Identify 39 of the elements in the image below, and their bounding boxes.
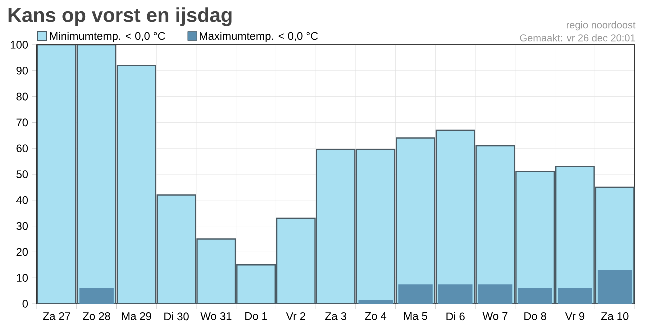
x-tick-label: Za 3 <box>325 312 347 320</box>
bar <box>558 288 592 304</box>
y-tick-label: 80 <box>16 92 28 101</box>
x-tick-label: Di 30 <box>164 312 189 321</box>
x-tick-label: Di 6 <box>446 312 465 321</box>
x-tick-label: Do 1 <box>246 312 268 320</box>
y-tick-label: 0 <box>22 300 28 308</box>
bar <box>398 284 433 304</box>
x-tick-label: Vr 9 <box>565 312 585 320</box>
bar <box>478 284 513 304</box>
y-tick-label: 10 <box>17 274 28 282</box>
y-tick-label: 50 <box>16 170 28 178</box>
chart-title: Kans op vorst en ijsdag <box>8 8 232 26</box>
text: Gemaakt: vr 26 dec 20:01 <box>520 34 636 42</box>
y-tick-label: 100 <box>10 41 28 49</box>
bar <box>438 284 473 304</box>
x-tick-label: Za 27 <box>43 312 70 320</box>
text: regio noordoost <box>566 21 636 31</box>
x-tick-label: Ma 5 <box>404 312 428 320</box>
y-tick-label: 20 <box>16 248 28 256</box>
x-tick-label: Za 10 <box>601 312 629 320</box>
y-tick-label: 90 <box>16 66 28 75</box>
x-tick-label: Wo 31 <box>200 312 232 320</box>
x-tick-label: Ma 29 <box>122 312 152 320</box>
legend-label: Minimumtemp. < 0,0 °C <box>50 32 166 42</box>
x-tick-label: Zo 4 <box>365 312 387 320</box>
bar <box>598 270 632 304</box>
x-tick-label: Zo 28 <box>83 312 110 320</box>
x-tick-label: Wo 7 <box>482 312 508 320</box>
bar <box>358 300 394 304</box>
y-tick-label: 40 <box>16 196 28 204</box>
y-tick-label: 30 <box>16 222 28 230</box>
bar <box>80 288 114 304</box>
y-tick-label: 60 <box>16 144 28 152</box>
x-tick-label: Do 8 <box>524 312 546 320</box>
x-tick-label: Vr 2 <box>286 312 306 320</box>
y-tick-label: 70 <box>16 118 28 127</box>
legend-label: Maximumtemp. < 0,0 °C <box>200 32 318 42</box>
bar <box>518 288 552 304</box>
